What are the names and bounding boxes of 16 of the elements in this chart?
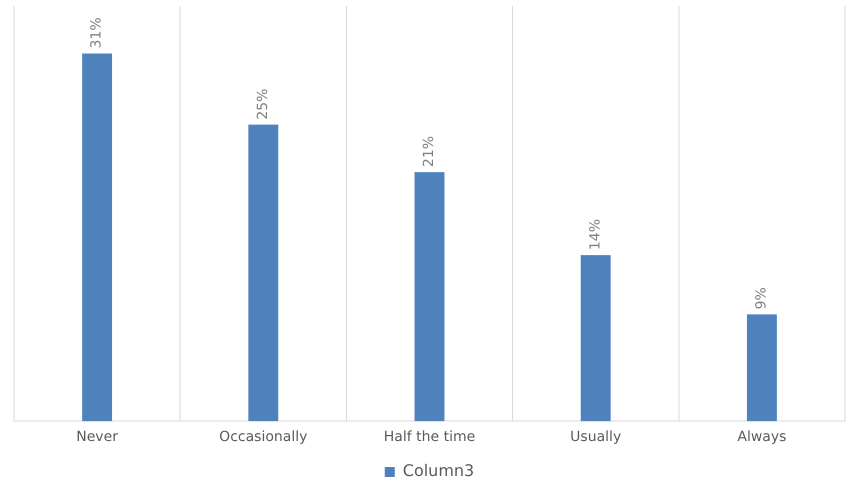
data-label: 25%: [254, 88, 271, 120]
x-tick-label: Usually: [570, 429, 622, 446]
data-label: 31%: [88, 17, 105, 48]
bar: [746, 314, 777, 422]
x-tick-label: Half the time: [384, 429, 476, 446]
bar: [580, 255, 611, 422]
legend-label: Column3: [402, 461, 474, 480]
x-tick-label: Occasionally: [219, 429, 308, 446]
bar: [414, 172, 444, 422]
bar: [248, 124, 278, 422]
x-tick-label: Always: [737, 429, 786, 446]
data-label: 14%: [587, 218, 604, 250]
data-label: 21%: [421, 136, 438, 168]
bar: [82, 53, 112, 422]
data-label: 9%: [754, 287, 770, 310]
x-tick-label: Never: [76, 429, 118, 446]
